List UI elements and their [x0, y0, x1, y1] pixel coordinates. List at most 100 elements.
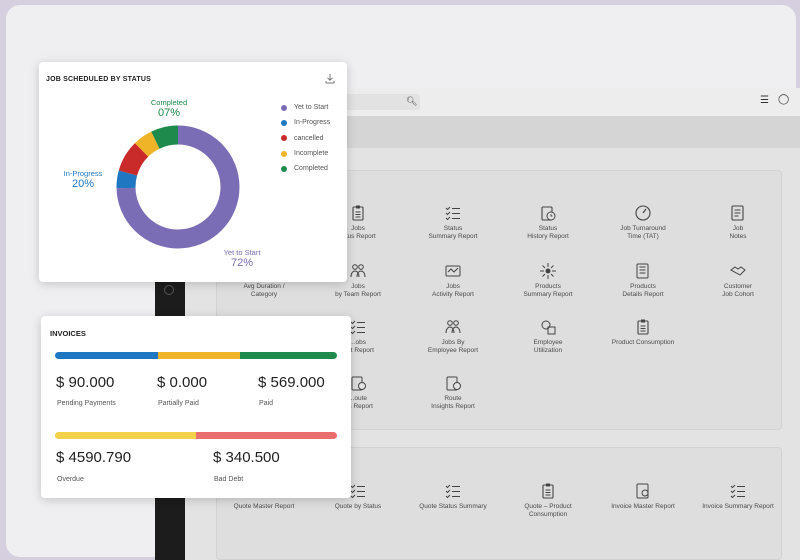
completed-value: 07% [157, 107, 181, 119]
tile-label: Jobs [351, 225, 365, 232]
tile-sublabel: Consumption [528, 511, 568, 518]
tile-sublabel: Notes [729, 233, 747, 240]
legend-label: Incomplete [294, 150, 329, 158]
pending-segment [55, 352, 158, 359]
team-icon [350, 264, 366, 278]
notepad-icon [731, 205, 744, 221]
report-tile-r1c1[interactable]: Jobs ...tus Report [310, 204, 406, 241]
report-tile-r3c1[interactable]: ...obs ...st Report [310, 318, 406, 355]
yet-to-start-label: Yet to Start 72% [217, 248, 267, 269]
donut-slice-completed[interactable] [116, 125, 240, 249]
legend-item-yet-to-start[interactable]: Yet to Start [281, 100, 330, 115]
route-icon [446, 376, 461, 391]
report-tile-r2c3[interactable]: Products Summary Report [500, 262, 596, 299]
menu-icon[interactable]: ☰ [760, 95, 769, 106]
legend-label: Yet to Start [294, 104, 329, 112]
tile-label: Jobs By [441, 339, 465, 346]
tile-label: Job Turnaround [620, 225, 666, 232]
tile-sublabel: Insights Report [431, 403, 475, 410]
report-tile-p2c3[interactable]: Quote – Product Consumption [500, 482, 596, 519]
tile-label: Route [444, 395, 462, 402]
overdue-progress-bar [55, 432, 337, 439]
paid-label: Paid [259, 400, 274, 407]
chat-icon[interactable]: ◯ [778, 94, 790, 105]
report-tile-r4c1[interactable]: ...oute ...s Report [310, 374, 406, 411]
report-tile-p2c4[interactable]: Invoice Master Report [595, 482, 691, 511]
tile-label: Avg Duration / [243, 283, 285, 290]
tile-label: Job [732, 225, 744, 232]
overdue-amount: $ 4590.790 [56, 449, 132, 466]
checklist-icon [445, 484, 460, 499]
tile-sublabel: Activity Report [432, 291, 474, 298]
sidebar-icon[interactable] [164, 285, 174, 295]
invoice-icon [636, 483, 649, 499]
legend-item-cancelled[interactable]: cancelled [281, 131, 330, 146]
legend-item-incomplete[interactable]: Incomplete [281, 146, 330, 161]
report-tile-p2c1[interactable]: Quote by Status [310, 482, 406, 511]
report-tile-r2c0[interactable]: Avg Duration / Category [216, 262, 312, 299]
report-tile-r1c4[interactable]: Job Turnaround Time (TAT) [595, 204, 691, 241]
pending-amount: $ 90.000 [56, 374, 115, 391]
route-icon [351, 376, 366, 391]
clipboard-clock-icon [541, 206, 556, 221]
report-tile-p2c0[interactable]: Quote Master Report [216, 482, 312, 511]
report-tile-p2c5[interactable]: Invoice Summary Report [690, 482, 786, 511]
report-tile-r1c2[interactable]: Status Summary Report [405, 204, 501, 241]
legend-item-completed[interactable]: Completed [281, 161, 330, 176]
report-tile-r2c5[interactable]: Customer Job Cohort [690, 262, 786, 299]
tile-label: Quote Master Report [233, 503, 295, 510]
partial-amount: $ 0.000 [157, 374, 208, 391]
tile-sublabel: Details Report [622, 291, 664, 298]
report-tile-r1c5[interactable]: Job Notes [690, 204, 786, 241]
baddebt-label: Bad Debt [214, 476, 244, 483]
partial-label: Partially Paid [158, 400, 199, 407]
legend-dot [281, 150, 287, 157]
inprogress-label: In-Progress 20% [61, 169, 105, 190]
tile-label: Employee [533, 339, 563, 346]
clipboard-icon [637, 319, 649, 335]
tile-sublabel: Summary Report [428, 233, 478, 240]
yet-to-start-value: 72% [230, 257, 254, 269]
report-tile-r3c4[interactable]: Product Consumption [595, 318, 691, 347]
report-tile-p2c2[interactable]: Quote Status Summary [405, 482, 501, 511]
report-tile-r2c1[interactable]: Jobs by Team Report [310, 262, 406, 299]
gear-people-icon [541, 320, 556, 335]
donut-slice-in-progress[interactable] [116, 125, 240, 249]
checklist-icon [730, 484, 745, 499]
overdue-label: Overdue [57, 476, 84, 483]
tile-sublabel: Category [250, 291, 278, 298]
report-tile-r2c4[interactable]: Products Details Report [595, 262, 691, 299]
tile-sublabel: Summary Report [523, 291, 573, 298]
legend-label: cancelled [294, 134, 324, 142]
tile-sublabel: History Report [527, 233, 569, 240]
overdue-segment [55, 432, 196, 439]
tile-label: Status [443, 225, 463, 232]
tile-label: ...obs [350, 339, 366, 346]
report-tile-r4c2[interactable]: Route Insights Report [405, 374, 501, 411]
report-tile-r1c3[interactable]: Status History Report [500, 204, 596, 241]
tile-sublabel: Job Cohort [722, 291, 754, 298]
yet-to-start-name: Yet to Start [223, 248, 261, 257]
legend-dot [281, 119, 287, 126]
tile-label: Jobs [351, 283, 365, 290]
completed-name: Completed [150, 98, 188, 107]
tile-sublabel: Employee Report [427, 347, 479, 354]
legend-dot [281, 104, 287, 111]
chart-legend: Yet to Start In-Progress cancelled Incom… [281, 100, 330, 176]
completed-label: Completed 07% [147, 98, 191, 119]
report-tile-r3c2[interactable]: Jobs By Employee Report [405, 318, 501, 355]
tile-label: Invoice Master Report [611, 503, 675, 510]
activity-icon [445, 265, 461, 277]
search-icon[interactable]: 🔍︎ [406, 96, 418, 106]
payments-progress-bar [55, 352, 337, 359]
paid-amount: $ 569.000 [258, 374, 325, 391]
tile-label: ...oute [348, 395, 368, 402]
legend-item-in-progress[interactable]: In-Progress [281, 115, 330, 130]
download-icon[interactable] [325, 73, 335, 84]
legend-label: In-Progress [294, 119, 331, 127]
report-tile-r3c3[interactable]: Employee Utilization [500, 318, 596, 355]
background-search-input[interactable] [340, 94, 420, 110]
card-title: INVOICES [50, 329, 86, 338]
sparkle-icon [540, 263, 556, 279]
report-tile-r2c2[interactable]: Jobs Activity Report [405, 262, 501, 299]
